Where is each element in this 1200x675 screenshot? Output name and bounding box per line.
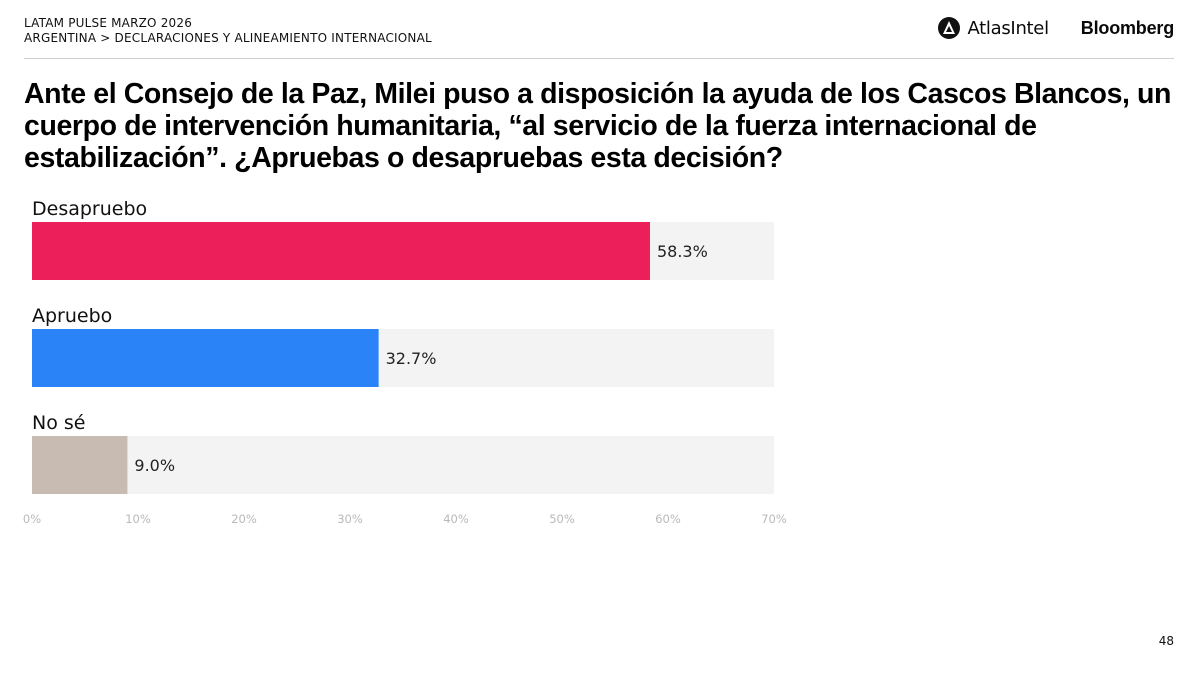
bar-desapruebo	[32, 222, 650, 280]
x-tick-label: 50%	[549, 512, 575, 526]
logos: AtlasIntel Bloomberg	[937, 16, 1174, 40]
value-label-desapruebo: 58.3%	[657, 242, 708, 261]
bar-track-no-se	[32, 436, 774, 494]
x-tick-label: 70%	[761, 512, 787, 526]
atlasintel-logo: AtlasIntel	[937, 16, 1049, 40]
category-label-no-se: No sé	[32, 412, 85, 434]
category-label-desapruebo: Desapruebo	[32, 198, 147, 220]
x-tick-label: 40%	[443, 512, 469, 526]
x-tick-label: 20%	[231, 512, 257, 526]
value-label-apruebo: 32.7%	[386, 349, 437, 368]
bloomberg-logo: Bloomberg	[1080, 17, 1174, 38]
atlasintel-mark-icon	[938, 17, 961, 39]
page-number: 48	[1158, 634, 1174, 648]
x-tick-label: 30%	[337, 512, 363, 526]
category-label-apruebo: Apruebo	[32, 305, 112, 327]
bar-apruebo	[32, 329, 379, 387]
header-divider	[24, 58, 1174, 59]
x-tick-label: 10%	[125, 512, 151, 526]
header: LATAM PULSE MARZO 2026 ARGENTINA > DECLA…	[24, 16, 432, 46]
x-tick-label: 0%	[23, 512, 41, 526]
bar-no-se	[32, 436, 128, 494]
breadcrumb: ARGENTINA > DECLARACIONES Y ALINEAMIENTO…	[24, 31, 432, 45]
question-title: Ante el Consejo de la Paz, Milei puso a …	[24, 78, 1172, 174]
value-label-no-se: 9.0%	[134, 456, 175, 475]
x-tick-label: 60%	[655, 512, 681, 526]
atlasintel-wordmark: AtlasIntel	[967, 17, 1049, 39]
survey-title: LATAM PULSE MARZO 2026	[24, 16, 193, 30]
